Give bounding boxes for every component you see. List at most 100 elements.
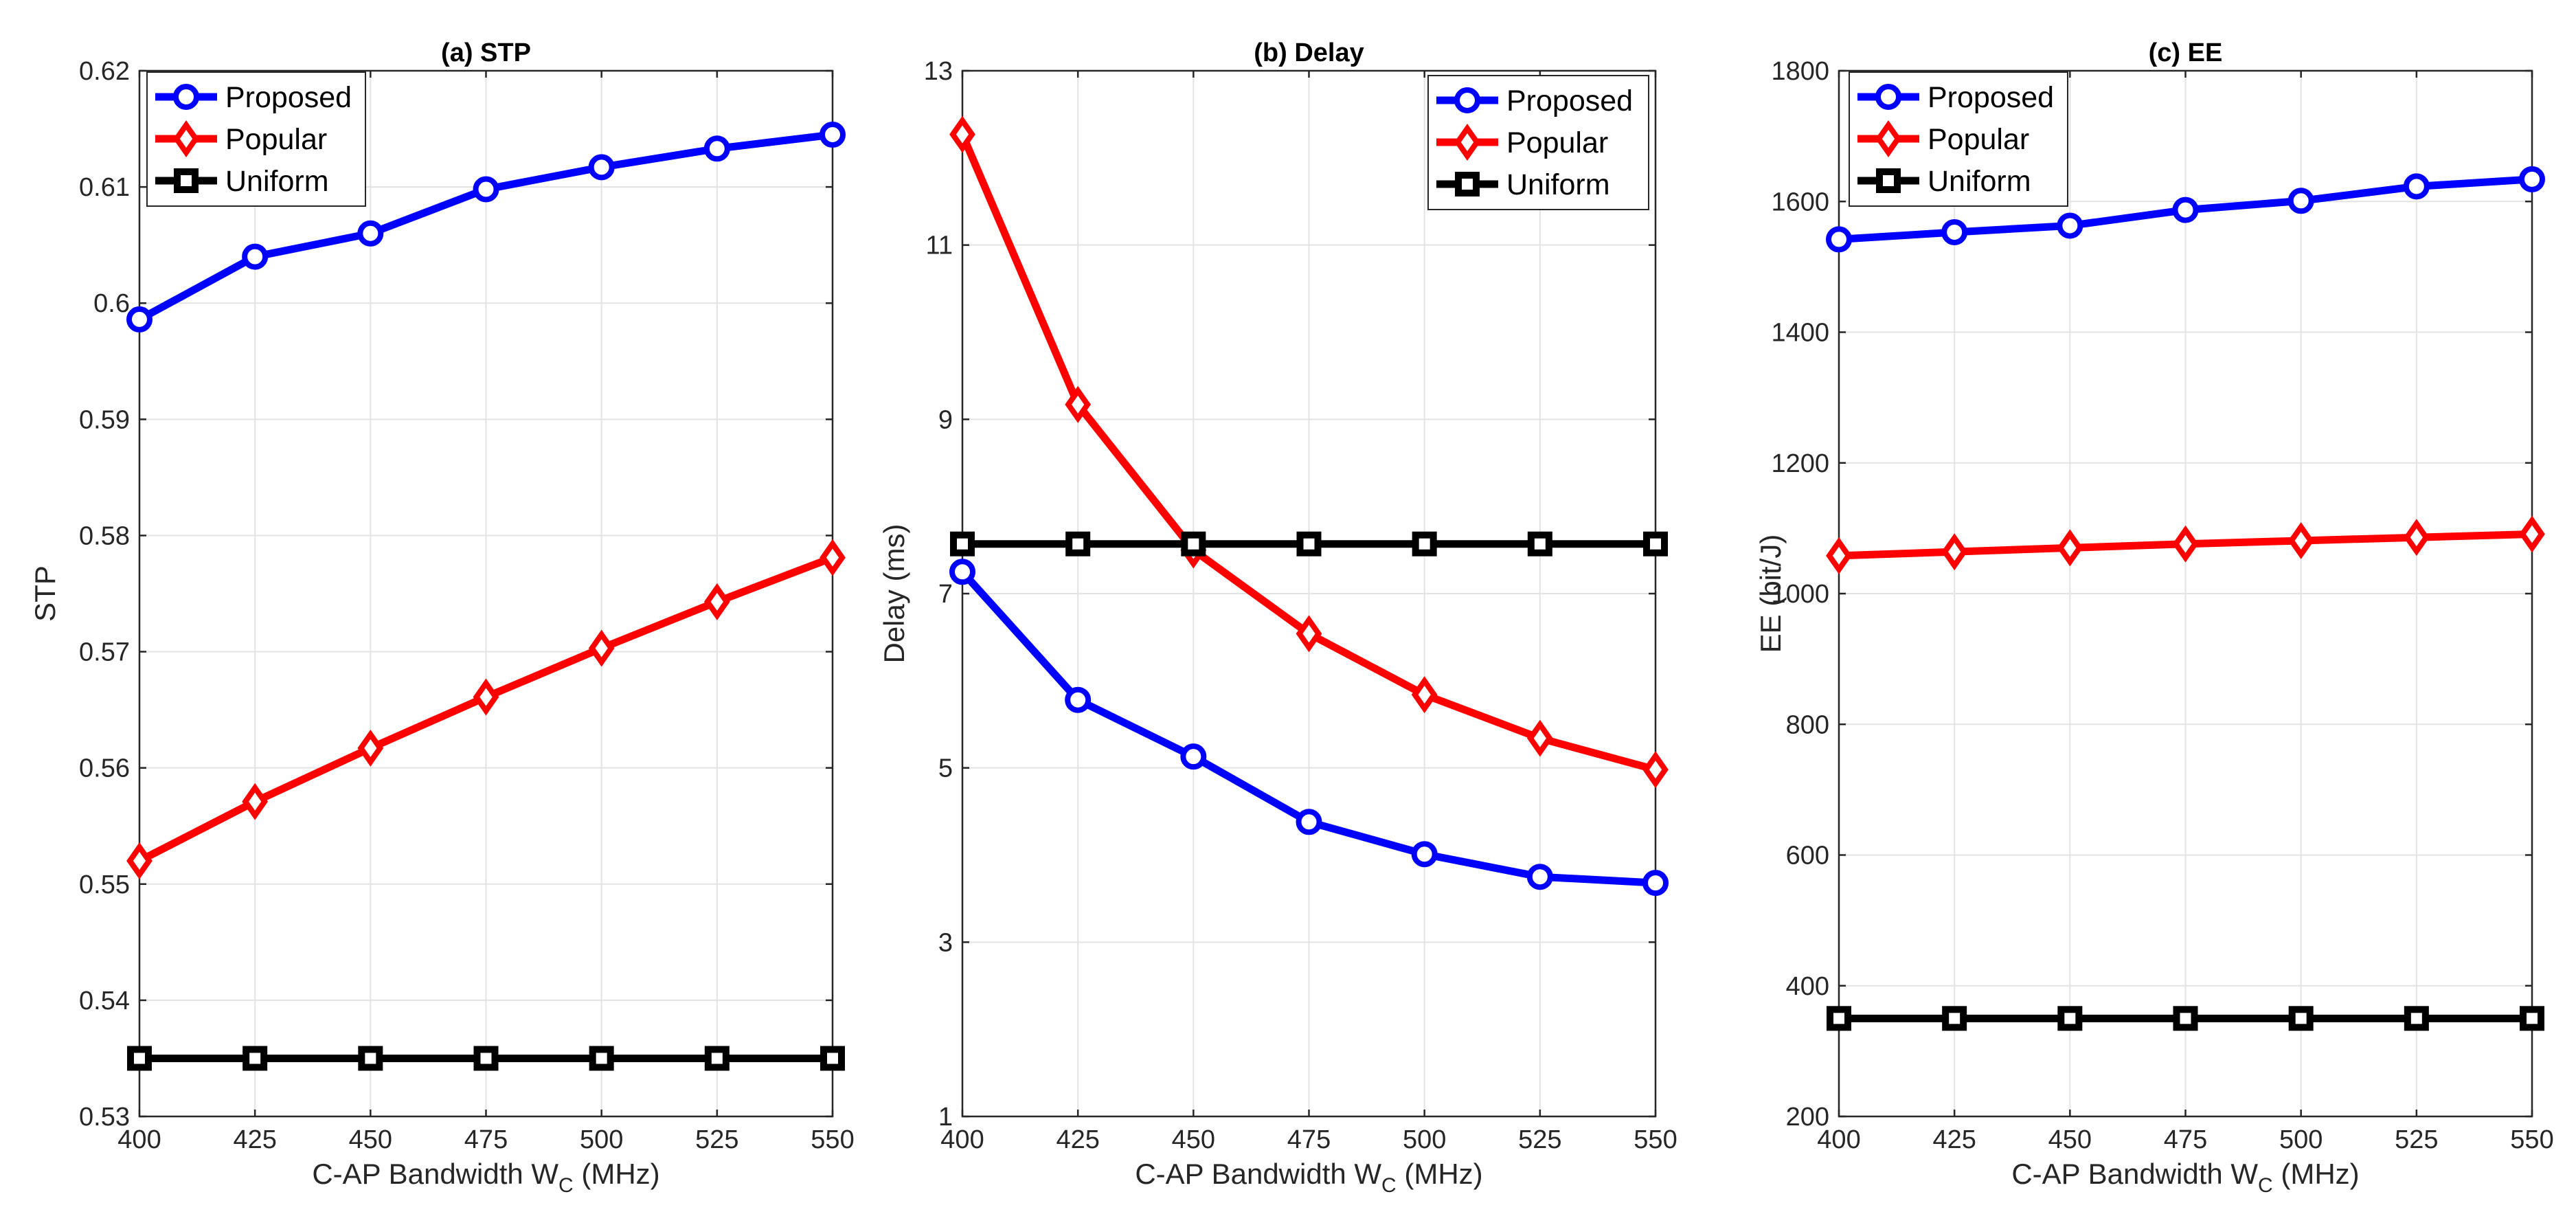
- y-tick-label: 0.56: [79, 754, 130, 783]
- legend-label: Uniform: [1928, 165, 2031, 198]
- y-tick-label: 200: [1786, 1103, 1829, 1132]
- x-tick-label: 500: [580, 1125, 623, 1154]
- series-uniform: [1827, 1006, 2544, 1031]
- data-point: [1296, 615, 1322, 653]
- x-tick-label: 400: [940, 1125, 984, 1154]
- x-tick-label: 550: [1634, 1125, 1677, 1154]
- data-point: [1527, 531, 1552, 557]
- legend-marker: [1454, 87, 1480, 113]
- legend-marker: [1875, 84, 1901, 110]
- legend: Proposed Popular Uniform: [1427, 75, 1649, 210]
- y-tick-label: 9: [938, 405, 953, 434]
- y-tick-label: 5: [938, 754, 953, 783]
- x-tick-label: 500: [1403, 1125, 1446, 1154]
- chart-panel-3: 400 425 450 475 500 525 5502004006008001000120…: [1754, 38, 2554, 1197]
- data-point: [2057, 529, 2083, 567]
- legend-label: Proposed: [1928, 81, 2054, 114]
- data-point: [1941, 218, 1968, 245]
- data-point: [2519, 166, 2545, 192]
- data-point: [473, 176, 499, 203]
- data-point: [2403, 173, 2430, 200]
- series-proposed: [126, 122, 846, 333]
- x-axis-label: C-AP Bandwidth WC (MHz): [1135, 1158, 1482, 1197]
- series-popular: [126, 539, 846, 879]
- chart-title: (a) STP: [441, 38, 531, 67]
- x-tick-label: 500: [2279, 1125, 2323, 1154]
- chart-panel-1: 400 425 450 475 500 525 550 0.53 0.54 0.55 0.56 0.5…: [29, 38, 855, 1197]
- data-point: [2287, 188, 2314, 214]
- y-tick-label: 0.57: [79, 638, 130, 667]
- data-point: [358, 1046, 383, 1071]
- x-tick-label: 550: [811, 1125, 854, 1154]
- y-tick-label: 11: [926, 232, 953, 260]
- series-uniform: [950, 531, 1668, 557]
- data-point: [2288, 1006, 2314, 1031]
- y-tick-label: 1600: [1771, 188, 1829, 216]
- data-point: [1296, 809, 1322, 835]
- y-tick-label: 800: [1786, 710, 1829, 739]
- data-point: [1411, 676, 1438, 714]
- series-proposed: [1826, 166, 2545, 253]
- chart-title: (c) EE: [2149, 38, 2223, 67]
- data-point: [2403, 519, 2430, 557]
- data-point: [473, 678, 499, 716]
- x-tick-label: 450: [2048, 1125, 2092, 1154]
- data-point: [1065, 385, 1092, 423]
- y-axis-label: STP: [29, 565, 61, 622]
- data-point: [1412, 531, 1437, 557]
- y-tick-label: 600: [1786, 842, 1829, 870]
- data-point: [1065, 531, 1091, 557]
- x-tick-label: 450: [349, 1125, 392, 1154]
- data-point: [2520, 1006, 2544, 1031]
- x-tick-label: 475: [2164, 1125, 2207, 1154]
- data-point: [1642, 751, 1669, 789]
- data-point: [2057, 1006, 2083, 1031]
- data-point: [357, 220, 384, 247]
- y-tick-label: 0.61: [79, 173, 130, 202]
- data-point: [1411, 841, 1438, 868]
- data-point: [2172, 525, 2199, 563]
- data-point: [2404, 1006, 2429, 1031]
- data-point: [1826, 226, 1852, 253]
- x-axis-label: C-AP Bandwidth WC (MHz): [2011, 1158, 2359, 1197]
- data-point: [950, 531, 975, 557]
- y-tick-label: 7: [938, 580, 953, 609]
- legend-label: Uniform: [1506, 168, 1610, 201]
- legend-label: Proposed: [1506, 85, 1633, 117]
- y-tick-label: 1800: [1771, 57, 1829, 86]
- series-uniform: [127, 1046, 845, 1071]
- legend-marker: [1875, 120, 1901, 157]
- data-point: [589, 1046, 614, 1071]
- x-tick-label: 550: [2510, 1125, 2553, 1154]
- y-tick-label: 1: [938, 1103, 953, 1132]
- data-point: [242, 243, 269, 270]
- x-axis-label: C-AP Bandwidth WC (MHz): [312, 1158, 659, 1197]
- data-point: [949, 115, 975, 153]
- data-point: [1642, 870, 1669, 897]
- y-axis-label: Delay (ms): [878, 524, 910, 663]
- data-point: [2173, 1006, 2198, 1031]
- data-point: [1643, 531, 1668, 557]
- legend-marker: [173, 84, 199, 110]
- x-tick-label: 425: [1056, 1125, 1099, 1154]
- x-tick-label: 475: [1287, 1125, 1331, 1154]
- legend-label: Uniform: [225, 165, 329, 198]
- data-point: [949, 559, 975, 585]
- data-point: [820, 539, 846, 576]
- legend-marker: [1455, 172, 1480, 196]
- x-tick-label: 400: [117, 1125, 161, 1154]
- legend-marker: [1876, 168, 1901, 193]
- x-tick-label: 450: [1172, 1125, 1215, 1154]
- data-point: [704, 1046, 730, 1071]
- x-tick-label: 400: [1817, 1125, 1860, 1154]
- data-point: [1941, 533, 1968, 571]
- data-point: [1180, 743, 1207, 770]
- legend-marker: [1454, 124, 1480, 161]
- legend: Proposed Popular Uniform: [1849, 71, 2068, 207]
- y-tick-label: 13: [924, 57, 953, 86]
- y-tick-label: 0.62: [79, 57, 130, 86]
- y-tick-label: 0.54: [79, 987, 130, 1015]
- data-point: [2287, 521, 2314, 559]
- chart-title: (b) Delay: [1254, 38, 1364, 67]
